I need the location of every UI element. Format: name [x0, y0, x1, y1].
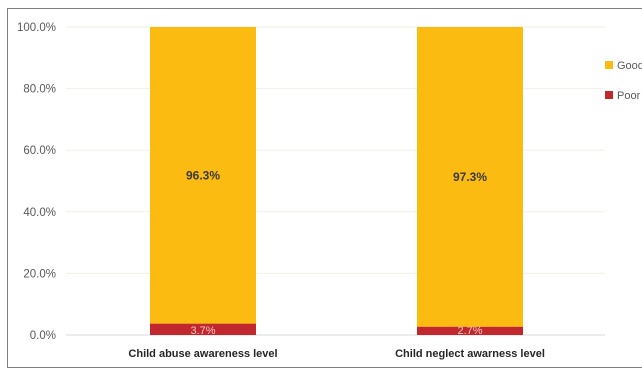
data-label: 3.7%	[190, 325, 215, 337]
y-tick-label: 40.0%	[23, 207, 56, 219]
legend-label-poor: Poor	[617, 90, 641, 102]
legend-swatch-good	[605, 61, 613, 69]
bar-good	[417, 27, 523, 327]
legend-swatch-poor	[605, 91, 613, 99]
y-tick-label: 80.0%	[23, 84, 56, 96]
data-label: 97.3%	[453, 170, 487, 184]
bar-poor	[417, 326, 523, 335]
legend-label-good: Good	[617, 60, 642, 72]
y-tick-label: 60.0%	[23, 145, 56, 157]
category-label: Child abuse awareness level	[128, 348, 277, 360]
data-label: 2.7%	[457, 325, 482, 337]
data-label: 96.3%	[186, 168, 220, 182]
chart-frame	[7, 8, 642, 368]
bar-poor	[150, 323, 256, 335]
category-label: Child neglect awarness level	[395, 348, 545, 360]
y-tick-label: 0.0%	[30, 330, 56, 342]
y-tick-label: 100.0%	[17, 22, 56, 34]
bar-good	[150, 27, 256, 324]
y-tick-label: 20.0%	[23, 268, 56, 280]
